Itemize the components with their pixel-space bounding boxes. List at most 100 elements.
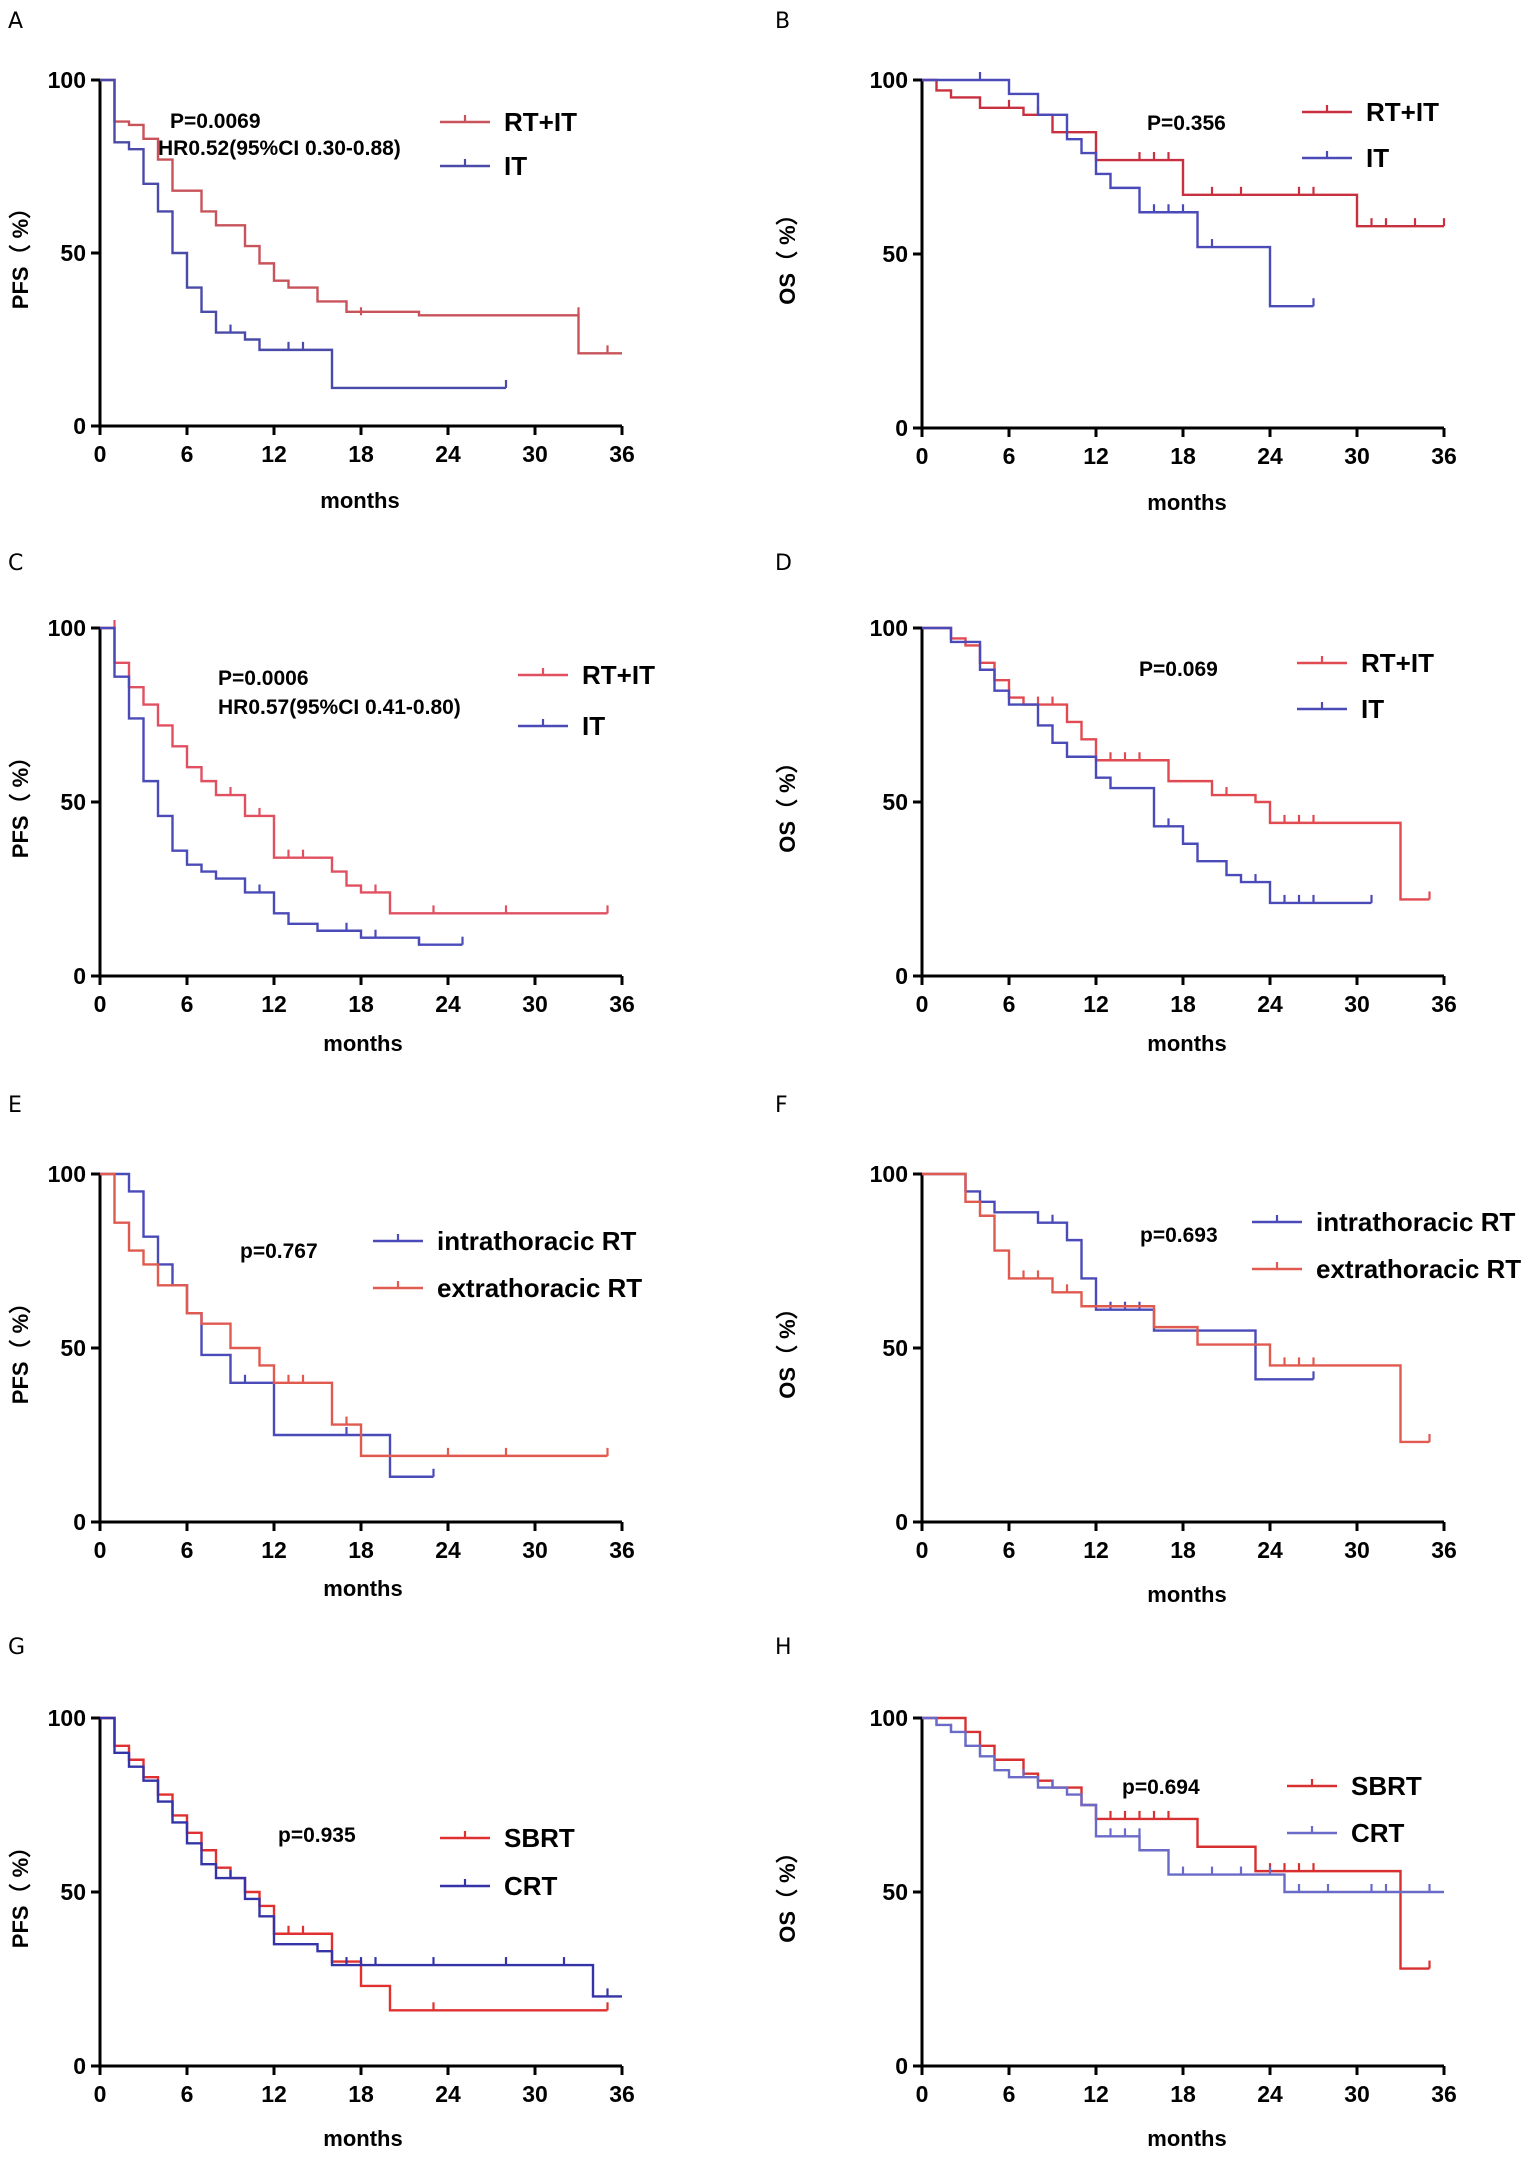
x-tick-label: 6 [181,1537,194,1563]
x-tick-label: 6 [1003,443,1016,469]
panel-label-e: E [8,1093,22,1118]
x-tick-label: 6 [181,441,194,467]
x-tick-label: 0 [916,991,929,1017]
legend-label: CRT [504,1871,558,1901]
y-tick-label: 50 [60,1879,86,1905]
legend-label: SBRT [1351,1771,1422,1801]
series-line-1 [922,626,1430,901]
y-tick-label: 0 [73,2053,86,2079]
annotation-text: p=0.694 [1122,1776,1200,1799]
series-line-1 [100,1172,434,1478]
panel-e: E 0 6 12 18 24 30 36 0 50 100 PFS（ %） months p=0.767 i… [0,1084,767,1626]
km-chart-g: G 0 6 12 18 24 30 36 0 50 100 PFS（ %） months p=0.935 S… [8,1635,635,2151]
x-tick-label: 0 [916,2081,929,2107]
annotation-text: P=0.0006 [218,667,309,690]
x-tick-label: 36 [609,2081,635,2107]
annotation-text: p=0.767 [240,1240,318,1263]
x-tick-label: 12 [1083,1537,1109,1563]
x-tick-label: 24 [435,1537,461,1563]
legend-label: RT+IT [1361,648,1434,678]
x-tick-label: 36 [609,441,635,467]
x-tick-label: 36 [609,991,635,1017]
y-tick-label: 50 [60,240,86,266]
x-tick-label: 18 [1170,991,1196,1017]
legend-label: RT+IT [1366,97,1439,127]
km-chart-f: F 0 6 12 18 24 30 36 0 50 100 OS（ %） months p=0.693 in… [775,1093,1521,1607]
x-tick-label: 12 [261,991,287,1017]
annotation-text: P=0.0069 [170,110,261,133]
x-tick-label: 18 [1170,2081,1196,2107]
annotation-text: P=0.069 [1139,658,1218,681]
x-tick-label: 12 [1083,2081,1109,2107]
x-tick-label: 0 [916,443,929,469]
panel-c: C 0 6 12 18 24 30 36 0 50 100 PFS（ %） months P=0.0006… [0,542,767,1084]
y-tick-label: 0 [895,2053,908,2079]
y-axis-label: PFS（ %） [8,746,33,858]
x-axis-label: months [323,1031,402,1056]
panel-a: A 0 6 12 18 24 30 36 0 50 100 PFS（ %） months P=0.0069… [0,0,767,542]
y-tick-label: 50 [882,1335,908,1361]
legend-label: intrathoracic RT [1316,1207,1515,1237]
x-tick-label: 12 [1083,991,1109,1017]
legend-label: RT+IT [582,660,655,690]
x-axis-label: months [1147,1031,1226,1056]
x-tick-label: 24 [435,991,461,1017]
panel-label-c: C [8,551,23,576]
y-tick-label: 100 [48,67,86,93]
legend-label: CRT [1351,1818,1405,1848]
x-tick-label: 18 [1170,1537,1196,1563]
x-axis-label: months [320,488,399,513]
panel-b: B 0 6 12 18 24 30 36 0 50 100 OS（ %） months P=0.356 RT… [767,0,1534,542]
x-tick-label: 12 [1083,443,1109,469]
x-tick-label: 30 [1344,443,1370,469]
y-tick-label: 50 [882,789,908,815]
x-axis-label: months [1147,1582,1226,1607]
x-tick-label: 30 [522,2081,548,2107]
y-tick-label: 0 [73,963,86,989]
series-line-2 [100,1172,608,1458]
y-axis-label: PFS（ %） [8,1836,33,1948]
series-line-2 [100,626,463,946]
series-line-2 [922,626,1372,905]
y-axis-label: OS（ %） [775,1841,800,1942]
series-line-1 [100,78,622,355]
legend-label: IT [1361,694,1384,724]
x-tick-label: 24 [435,441,461,467]
y-tick-label: 100 [48,1705,86,1731]
x-tick-label: 0 [94,991,107,1017]
y-tick-label: 50 [60,1335,86,1361]
x-axis-label: months [323,2126,402,2151]
y-axis-label: PFS（ %） [8,1292,33,1404]
panel-label-f: F [775,1093,788,1118]
panel-label-g: G [8,1635,25,1660]
legend-label: SBRT [504,1823,575,1853]
y-tick-label: 50 [882,241,908,267]
y-tick-label: 100 [870,1705,908,1731]
y-tick-label: 100 [870,67,908,93]
panel-f: F 0 6 12 18 24 30 36 0 50 100 OS（ %） months p=0.693 in… [767,1084,1534,1626]
y-tick-label: 0 [73,1509,86,1535]
series-line-1 [100,1716,608,2012]
x-tick-label: 12 [261,1537,287,1563]
annotation-text: p=0.935 [278,1824,356,1847]
x-tick-label: 0 [94,441,107,467]
x-tick-label: 12 [261,441,287,467]
x-tick-label: 6 [181,2081,194,2107]
x-tick-label: 0 [94,1537,107,1563]
y-tick-label: 100 [48,1161,86,1187]
x-tick-label: 18 [348,991,374,1017]
series-line-2 [922,78,1314,308]
legend-label: intrathoracic RT [437,1226,636,1256]
x-axis-label: months [1147,490,1226,515]
x-tick-label: 30 [522,1537,548,1563]
km-chart-c: C 0 6 12 18 24 30 36 0 50 100 PFS（ %） months P=0.0006… [8,551,655,1056]
x-tick-label: 24 [1257,1537,1283,1563]
series-line-2 [922,1716,1444,1894]
y-axis-label: OS（ %） [775,1297,800,1398]
y-axis-label: PFS（ %） [8,197,33,309]
x-tick-label: 36 [609,1537,635,1563]
y-tick-label: 0 [895,963,908,989]
x-tick-label: 30 [1344,991,1370,1017]
x-tick-label: 24 [435,2081,461,2107]
x-tick-label: 6 [1003,991,1016,1017]
